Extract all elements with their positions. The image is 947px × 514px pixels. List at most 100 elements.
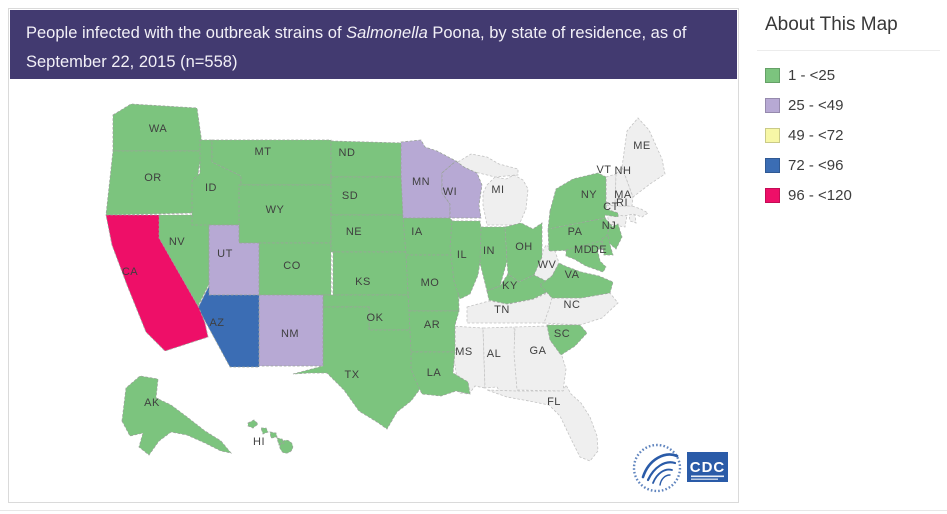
state-TX[interactable] <box>292 306 430 430</box>
state-label-OK: OK <box>367 312 384 324</box>
cdc-logo-tagline-line <box>691 478 718 480</box>
state-label-NY: NY <box>581 189 597 201</box>
state-NE[interactable] <box>330 214 414 253</box>
state-label-UT: UT <box>217 248 233 260</box>
state-WY[interactable] <box>238 184 332 244</box>
state-NH[interactable] <box>614 166 634 207</box>
state-label-NH: NH <box>615 165 632 177</box>
state-label-CA: CA <box>122 266 138 278</box>
map-title-italic: Salmonella <box>346 24 428 42</box>
state-KS[interactable] <box>332 251 416 296</box>
state-label-MA: MA <box>614 189 632 201</box>
hhs-logo-ring <box>632 443 682 493</box>
state-AL[interactable] <box>482 326 519 395</box>
legend-item: 25 - <49 <box>765 97 940 114</box>
state-IA[interactable] <box>402 217 460 256</box>
legend: 1 - <25 25 - <49 49 - <72 72 - <96 96 - <120 <box>757 67 940 204</box>
state-label-NM: NM <box>281 328 299 340</box>
state-NJ[interactable] <box>606 223 623 250</box>
state-label-DE: DE <box>591 244 607 256</box>
state-label-IL: IL <box>457 249 467 261</box>
state-SC[interactable] <box>546 324 588 356</box>
state-label-ME: ME <box>633 140 651 152</box>
state-MT[interactable] <box>211 139 332 186</box>
legend-swatch <box>765 98 780 113</box>
state-WA[interactable] <box>112 103 204 152</box>
state-ME[interactable] <box>621 117 666 198</box>
state-label-IN: IN <box>483 245 495 257</box>
state-label-WV: WV <box>538 259 557 271</box>
us-choropleth-map: WA OR CA NV ID MT WY UT CO AZ NM ND SD NE KS OK TX MN IA MO… <box>105 103 728 493</box>
state-label-MI: MI <box>491 184 504 196</box>
page-bottom-rule <box>0 510 947 511</box>
state-label-NE: NE <box>346 226 362 238</box>
map-title-suffix: Poona, by state of residence, as of Sept… <box>26 24 687 71</box>
cdc-logo[interactable]: CDC <box>632 443 728 493</box>
state-CA[interactable] <box>105 214 209 352</box>
map-title-prefix: People infected with the outbreak strain… <box>26 24 347 42</box>
state-label-OR: OR <box>144 172 162 184</box>
state-label-IA: IA <box>411 226 423 238</box>
state-MN[interactable] <box>400 139 457 219</box>
state-label-MN: MN <box>412 176 430 188</box>
legend-label: 49 - <72 <box>788 127 844 144</box>
state-label-WY: WY <box>266 204 285 216</box>
state-VA[interactable] <box>539 262 614 299</box>
legend-item: 49 - <72 <box>765 127 940 144</box>
hhs-eagle-icon <box>641 453 679 486</box>
state-label-MS: MS <box>455 346 473 358</box>
state-label-PA: PA <box>568 226 583 238</box>
state-FL[interactable] <box>486 384 599 462</box>
state-RI[interactable] <box>628 213 637 224</box>
state-label-CT: CT <box>603 201 619 213</box>
state-label-OH: OH <box>515 241 533 253</box>
state-label-HI: HI <box>253 436 265 448</box>
state-label-VA: VA <box>565 269 580 281</box>
legend-label: 96 - <120 <box>788 187 852 204</box>
state-AZ[interactable] <box>197 285 260 368</box>
map-title-bar: People infected with the outbreak strain… <box>10 10 737 79</box>
about-panel: About This Map 1 - <25 25 - <49 49 - <72 72… <box>757 10 940 217</box>
state-HI[interactable] <box>247 419 294 454</box>
about-heading: About This Map <box>757 10 940 51</box>
state-NC[interactable] <box>543 292 619 326</box>
state-AR[interactable] <box>408 310 460 353</box>
state-label-NJ: NJ <box>602 220 616 232</box>
state-label-NC: NC <box>564 299 581 311</box>
state-label-ID: ID <box>205 182 217 194</box>
state-label-MO: MO <box>421 277 440 289</box>
state-WI[interactable] <box>441 160 483 219</box>
state-label-NV: NV <box>169 236 185 248</box>
state-NM[interactable] <box>258 294 324 367</box>
state-label-WA: WA <box>149 123 167 135</box>
state-label-SC: SC <box>554 328 570 340</box>
state-label-AR: AR <box>424 319 440 331</box>
state-AK[interactable] <box>121 375 233 456</box>
state-label-LA: LA <box>427 367 442 379</box>
cdc-logo-text: CDC <box>690 459 726 476</box>
legend-item: 72 - <96 <box>765 157 940 174</box>
state-label-KY: KY <box>502 280 518 292</box>
state-label-MT: MT <box>255 146 272 158</box>
legend-swatch <box>765 158 780 173</box>
state-MD[interactable] <box>565 240 607 273</box>
state-label-TN: TN <box>494 304 510 316</box>
legend-swatch <box>765 68 780 83</box>
state-VT[interactable] <box>605 173 617 207</box>
state-MI[interactable] <box>457 153 529 226</box>
state-label-SD: SD <box>342 190 358 202</box>
state-label-GA: GA <box>530 345 547 357</box>
outbreak-map-card: People infected with the outbreak strain… <box>8 8 739 503</box>
state-label-FL: FL <box>547 396 561 408</box>
state-label-KS: KS <box>355 276 371 288</box>
state-label-AZ: AZ <box>209 317 224 329</box>
state-OH[interactable] <box>504 222 543 283</box>
legend-swatch <box>765 188 780 203</box>
state-label-MD: MD <box>574 244 592 256</box>
state-UT[interactable] <box>208 224 260 296</box>
state-label-WI: WI <box>443 186 457 198</box>
state-DE[interactable] <box>601 234 614 256</box>
state-LA[interactable] <box>410 351 471 397</box>
state-NY[interactable] <box>547 172 619 230</box>
